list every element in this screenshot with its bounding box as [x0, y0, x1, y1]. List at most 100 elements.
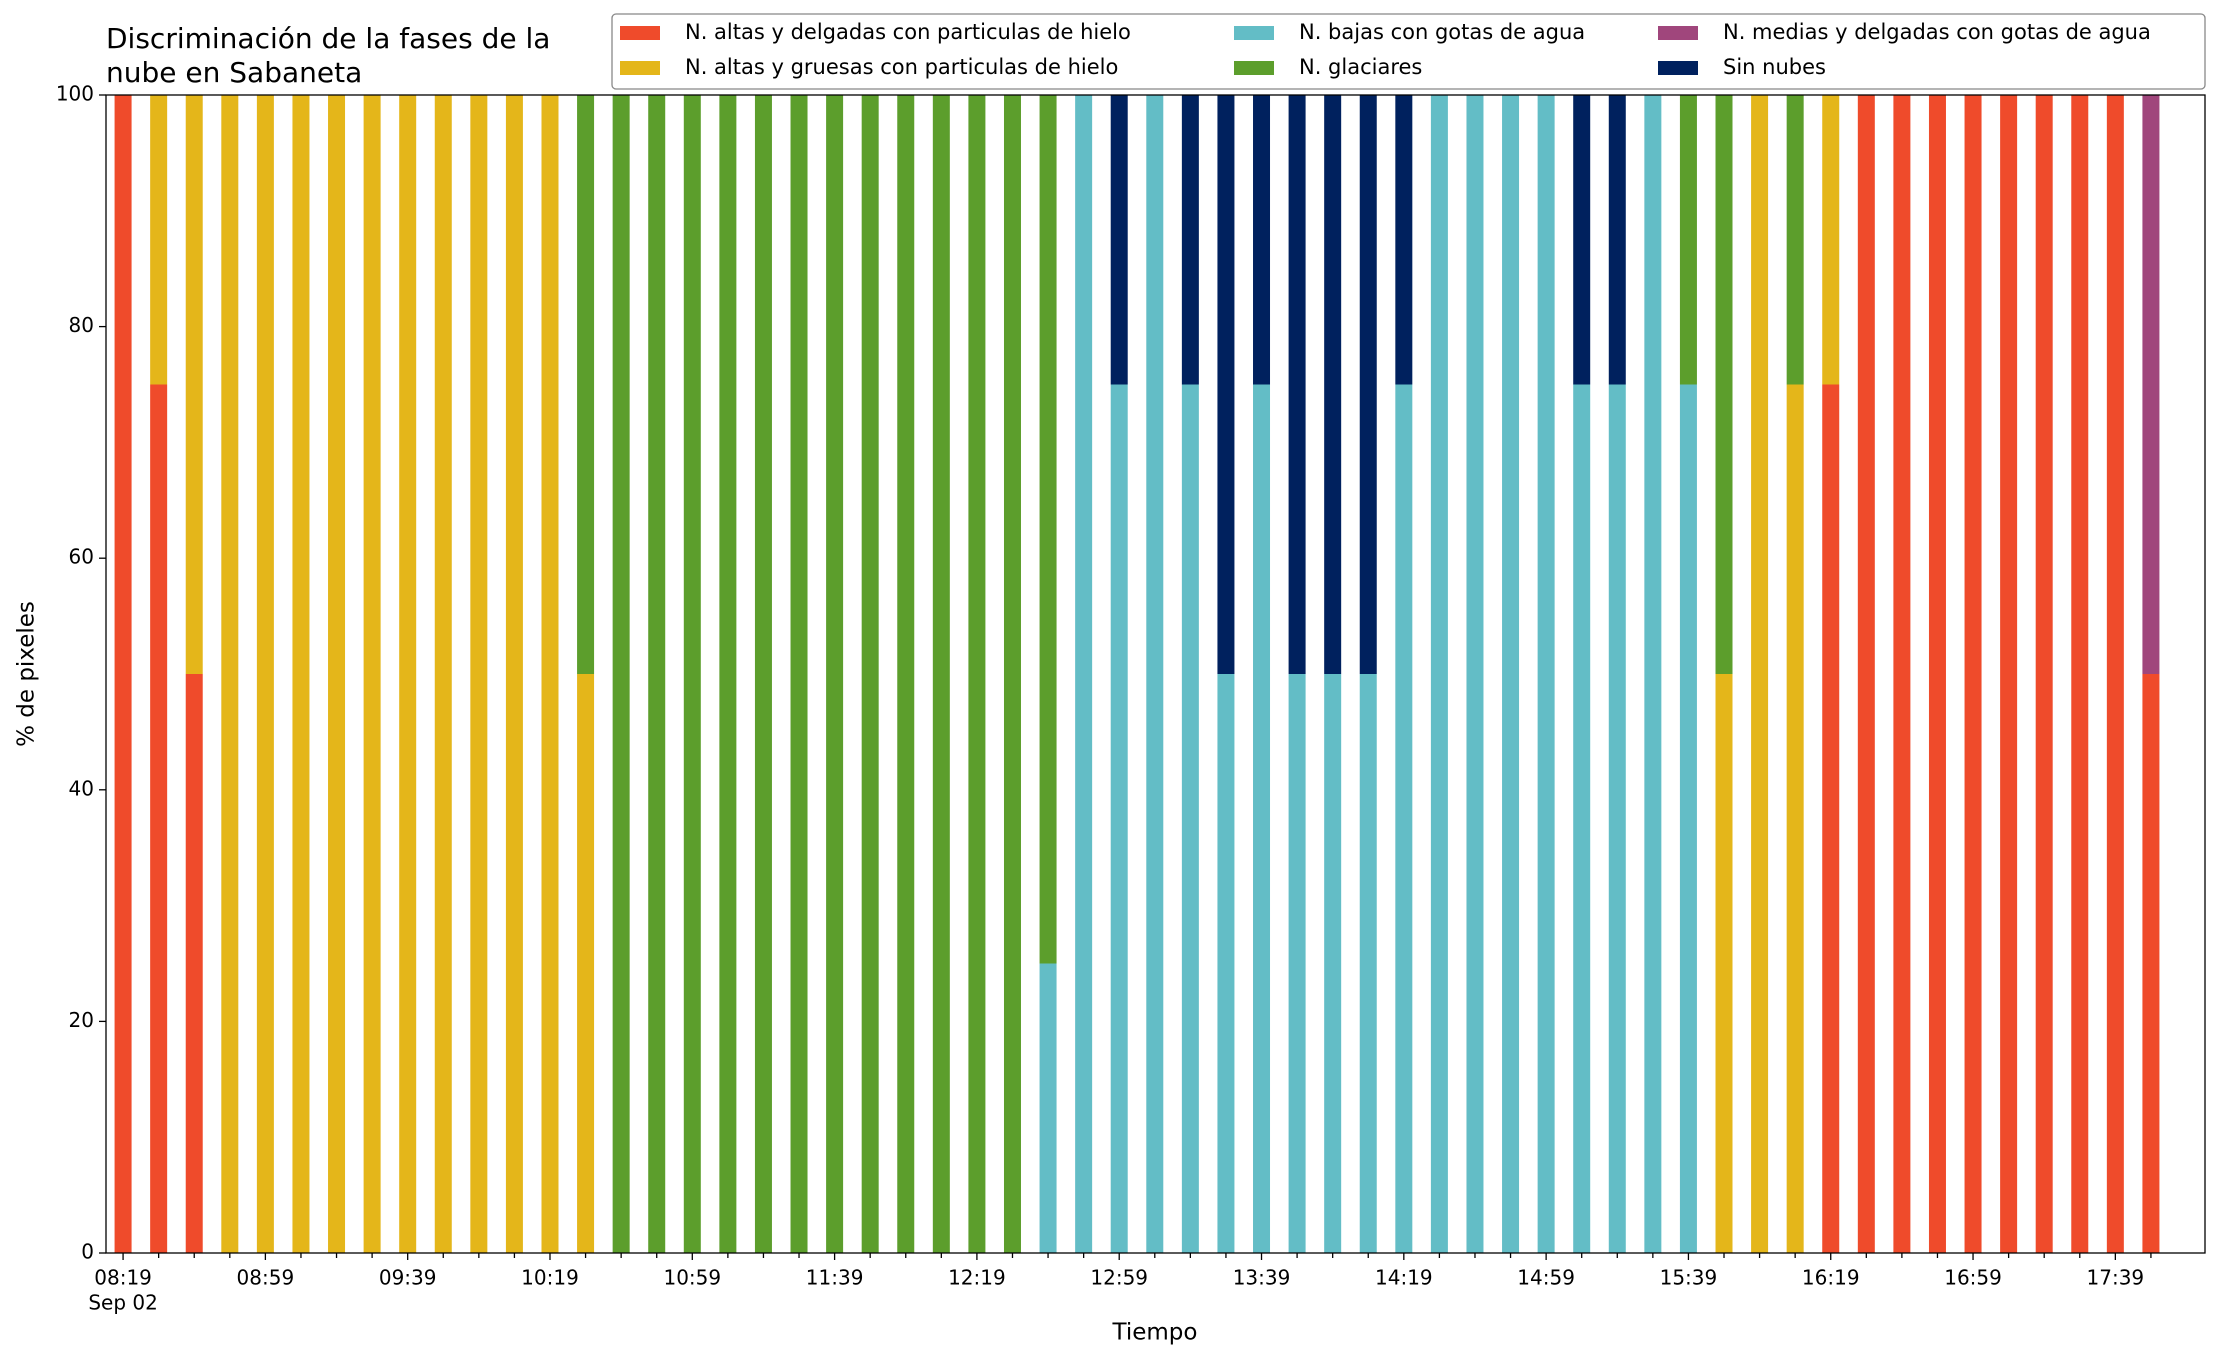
bar-segment — [1573, 384, 1591, 1253]
bar-segment — [1430, 95, 1448, 1253]
bar-segment — [256, 95, 274, 1253]
x-tick-label: 12:19 — [948, 1266, 1006, 1290]
bar-segment — [1110, 384, 1128, 1253]
legend-label: Sin nubes — [1723, 55, 1826, 79]
bar-segment — [1288, 674, 1306, 1253]
chart-title: Discriminación de la fases de la — [106, 22, 550, 55]
legend-swatch — [1658, 26, 1698, 40]
bar-segment — [1964, 95, 1982, 1253]
bar-segment — [1217, 95, 1235, 674]
bar-segment — [1359, 95, 1377, 674]
legend-label: N. altas y gruesas con particulas de hie… — [685, 55, 1118, 79]
bar-segment — [328, 95, 346, 1253]
bar-segment — [1786, 384, 1804, 1253]
bar-segment — [2035, 95, 2053, 1253]
bar-segment — [1395, 95, 1413, 385]
x-tick-label: 14:59 — [1517, 1266, 1575, 1290]
legend-label: N. medias y delgadas con gotas de agua — [1723, 20, 2151, 44]
bar-segment — [1324, 95, 1342, 674]
bar-segment — [470, 95, 488, 1253]
legend-swatch — [1234, 61, 1274, 75]
bar-segment — [1822, 95, 1840, 385]
y-tick-label: 0 — [81, 1240, 94, 1264]
bar-segment — [1217, 674, 1235, 1253]
bar-segment — [505, 95, 523, 1253]
bar-segment — [2142, 674, 2160, 1253]
bar-segment — [1146, 95, 1164, 1253]
bar-segment — [932, 95, 950, 1253]
bar-segment — [221, 95, 239, 1253]
legend-swatch — [620, 61, 660, 75]
bar-segment — [719, 95, 737, 1253]
bar-segment — [541, 95, 559, 1253]
y-tick-label: 60 — [69, 545, 94, 569]
bar-segment — [185, 674, 203, 1253]
bar-segment — [577, 674, 595, 1253]
x-tick-label: 14:19 — [1375, 1266, 1433, 1290]
bar-segment — [612, 95, 630, 1253]
x-date-label: Sep 02 — [88, 1291, 158, 1315]
legend-swatch — [620, 26, 660, 40]
y-tick-label: 40 — [69, 776, 94, 800]
bar-segment — [1893, 95, 1911, 1253]
bar-segment — [1253, 384, 1271, 1253]
bar-segment — [577, 95, 595, 674]
y-axis-label: % de pixeles — [14, 601, 40, 747]
plot-frame — [105, 94, 2206, 1254]
x-tick-label: 12:59 — [1090, 1266, 1148, 1290]
bar-segment — [2071, 95, 2089, 1253]
bar-segment — [1644, 95, 1662, 1253]
bar-segment — [150, 95, 168, 385]
x-tick-label: 08:19 — [94, 1266, 152, 1290]
legend-label: N. glaciares — [1299, 55, 1422, 79]
bar-segment — [1822, 384, 1840, 1253]
bar-segment — [683, 95, 701, 1253]
bar-segment — [114, 95, 132, 1253]
x-tick-label: 10:59 — [663, 1266, 721, 1290]
bar-segment — [292, 95, 310, 1253]
bar-segment — [185, 95, 203, 674]
legend-label: N. altas y delgadas con particulas de hi… — [685, 20, 1131, 44]
x-tick-label: 10:19 — [521, 1266, 579, 1290]
x-axis-label: Tiempo — [1112, 1320, 1198, 1346]
bar-segment — [897, 95, 915, 1253]
bar-segment — [1857, 95, 1875, 1253]
bar-segment — [1751, 95, 1769, 1253]
legend-swatch — [1234, 26, 1274, 40]
bar-segment — [790, 95, 808, 1253]
x-tick-label: 13:39 — [1233, 1266, 1291, 1290]
x-tick-label: 08:59 — [237, 1266, 295, 1290]
y-tick-label: 100 — [56, 82, 94, 106]
bar-segment — [434, 95, 452, 1253]
bar-segment — [1359, 674, 1377, 1253]
bar-segment — [2106, 95, 2124, 1253]
x-tick-label: 11:39 — [806, 1266, 864, 1290]
legend-swatch — [1658, 61, 1698, 75]
x-tick-label: 16:59 — [1944, 1266, 2002, 1290]
bar-segment — [1679, 95, 1697, 385]
x-tick-label: 09:39 — [379, 1266, 437, 1290]
bar-segment — [1679, 384, 1697, 1253]
bar-segment — [1573, 95, 1591, 385]
bar-segment — [1466, 95, 1484, 1253]
y-tick-label: 80 — [69, 313, 94, 337]
bar-segment — [1039, 95, 1057, 964]
bar-segment — [1537, 95, 1555, 1253]
bar-segment — [1324, 674, 1342, 1253]
bar-segment — [1110, 95, 1128, 385]
bar-segment — [826, 95, 844, 1253]
bar-segment — [1288, 95, 1306, 674]
bar-segment — [754, 95, 772, 1253]
bar-segment — [1608, 384, 1626, 1253]
bar-segment — [1181, 384, 1199, 1253]
bar-segment — [1715, 95, 1733, 674]
bar-segment — [1075, 95, 1093, 1253]
chart-title: nube en Sabaneta — [106, 56, 362, 89]
bar-segment — [399, 95, 417, 1253]
bar-segment — [363, 95, 381, 1253]
bar-segment — [1003, 95, 1021, 1253]
legend-label: N. bajas con gotas de agua — [1299, 20, 1585, 44]
bar-segment — [1502, 95, 1520, 1253]
bar-segment — [1608, 95, 1626, 385]
